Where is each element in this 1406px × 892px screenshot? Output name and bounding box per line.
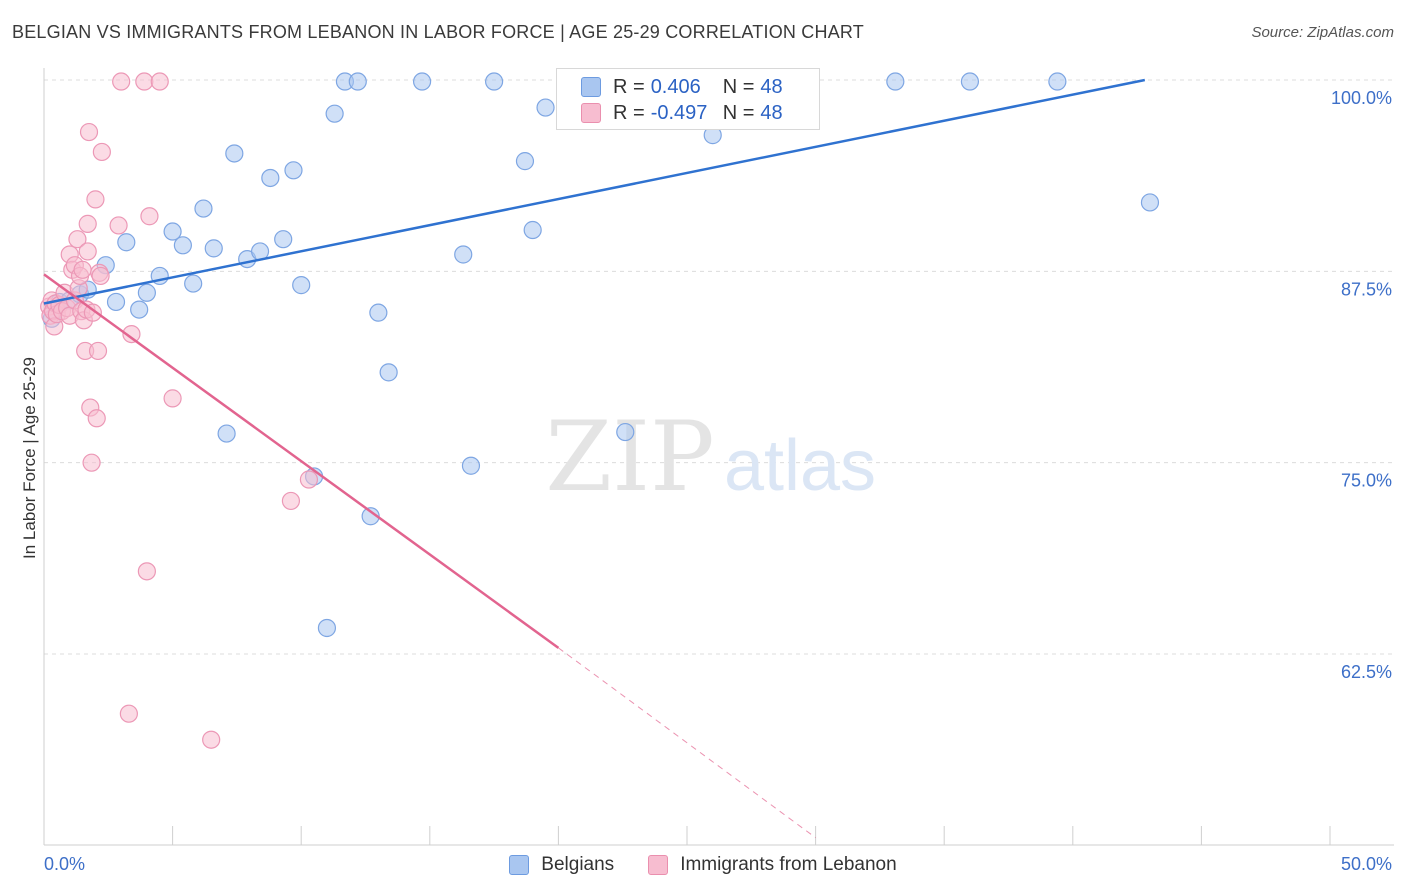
point-belgians [317,618,337,638]
point-lebanon [68,230,87,249]
point-belgians [163,222,182,241]
legend-label-lebanon: Immigrants from Lebanon [680,854,897,875]
point-lebanon [78,242,97,261]
point-belgians [204,239,223,258]
legend-swatch-belgians [581,77,601,97]
point-belgians [461,456,481,475]
watermark: ZIP atlas [545,401,876,513]
correlation-legend: R = 0.406 N = 48 R = -0.497 N = 48 [556,68,820,130]
point-lebanon [88,341,108,361]
legend-r-value: -0.497 [650,101,708,124]
point-lebanon [82,453,101,472]
legend-n-value: 48 [760,75,783,98]
legend-label-belgians: Belgians [541,854,615,875]
legend-row-belgians: R = 0.406 N = 48 [581,74,783,100]
legend-n-label: N = [722,75,755,98]
point-belgians [173,236,192,255]
y-axis-label: In Labor Force | Age 25-29 [20,357,39,559]
point-belgians [292,276,311,295]
point-lebanon [119,704,138,723]
point-lebanon [91,266,110,286]
point-belgians [616,422,635,442]
chart-title: BELGIAN VS IMMIGRANTS FROM LEBANON IN LA… [12,22,864,42]
point-lebanon [299,470,319,489]
legend-r-value: 0.406 [650,75,701,98]
watermark-atlas: atlas [724,426,876,506]
series-legend: Belgians Immigrants from Lebanon [0,852,1406,878]
point-lebanon [83,303,102,322]
x-tick-label: 50.0% [1341,854,1392,874]
legend-n-value: 48 [760,101,783,124]
point-lebanon [140,207,159,226]
point-lebanon [202,730,221,749]
point-lebanon [135,72,154,91]
point-belgians [325,104,344,123]
tick-label-layer: 62.5% 75.0% 87.5% 100.0% 0.0% 50.0% [44,88,1392,874]
x-tick-label: 0.0% [44,854,85,874]
point-belgians [379,363,398,382]
point-lebanon [163,389,182,408]
legend-item-lebanon[interactable]: Immigrants from Lebanon [648,854,897,876]
trend-line-lebanon-extension [558,647,816,839]
point-lebanon [92,142,111,162]
legend-row-lebanon: R = -0.497 N = 48 [581,100,783,126]
point-lebanon [87,409,106,428]
point-belgians [960,72,980,91]
point-belgians [261,168,280,188]
legend-item-belgians[interactable]: Belgians [509,854,614,876]
point-belgians [369,303,388,322]
point-belgians [536,98,555,117]
point-belgians [130,300,149,319]
point-belgians [274,230,293,249]
point-belgians [194,199,213,218]
point-lebanon [122,324,141,344]
point-belgians [485,72,504,91]
point-belgians [184,274,203,293]
point-lebanon [112,72,131,91]
point-lebanon [79,122,99,142]
watermark-zip: ZIP [545,401,714,513]
point-belgians [106,292,126,312]
point-belgians [412,72,432,91]
point-belgians [523,220,542,240]
axis-layer [43,68,1394,846]
y-tick-label: 75.0% [1341,471,1392,491]
y-tick-label: 100.0% [1331,88,1392,108]
point-belgians [1140,193,1160,212]
trend-line-belgians [43,78,1146,305]
y-tick-label: 87.5% [1341,279,1392,299]
point-belgians [225,144,244,163]
source-label: Source: ZipAtlas.com [1251,24,1394,41]
point-belgians [454,245,473,264]
point-belgians [117,233,136,252]
point-belgians [886,72,905,91]
point-belgians [137,283,156,302]
legend-r-label: R = [613,75,645,98]
trend-layer [43,78,1146,839]
point-belgians [515,152,535,171]
legend-swatch-lebanon [581,103,601,123]
legend-r-label: R = [613,101,645,124]
y-tick-label: 62.5% [1341,662,1392,682]
point-lebanon [86,190,105,209]
point-lebanon [150,72,169,91]
legend-swatch-belgians [509,855,530,875]
point-belgians [284,161,303,180]
point-belgians [348,72,367,91]
point-lebanon [73,260,92,279]
point-lebanon [281,491,301,511]
legend-swatch-lebanon [648,855,669,875]
point-lebanon [137,562,156,581]
point-belgians [1048,72,1067,91]
trend-line-lebanon [43,273,560,649]
legend-n-label: N = [722,101,755,124]
point-lebanon [109,216,128,235]
point-belgians [217,424,236,443]
point-lebanon [78,214,97,233]
